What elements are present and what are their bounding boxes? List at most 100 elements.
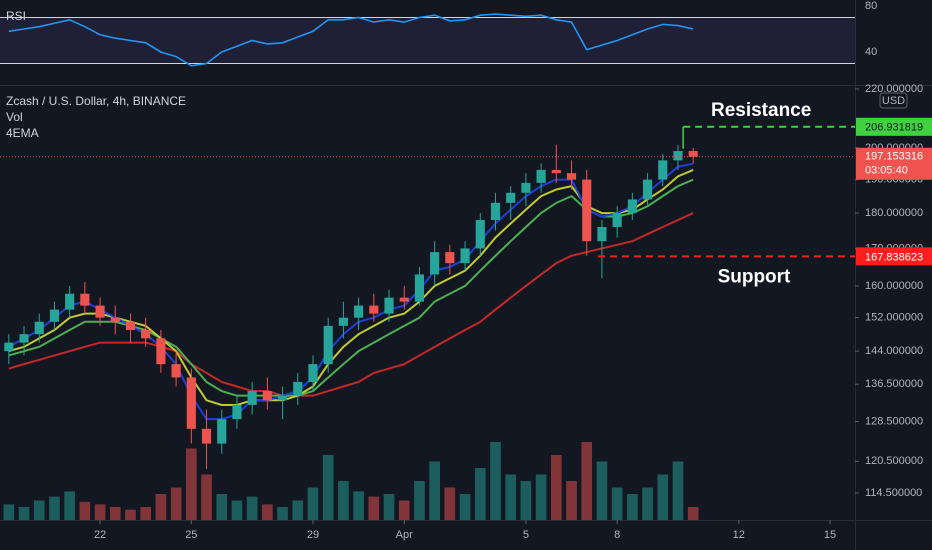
- rsi-label: RSI: [6, 9, 26, 23]
- price-label-box: [856, 247, 932, 266]
- volume-bar: [170, 487, 182, 520]
- candle-body: [141, 330, 151, 339]
- ema-line: [8, 178, 694, 397]
- candle-body: [688, 150, 698, 157]
- volume-bar: [429, 461, 440, 520]
- candle-body: [430, 252, 440, 275]
- candle-body: [384, 297, 394, 314]
- volume-bar: [383, 494, 395, 520]
- candle-body: [582, 179, 592, 242]
- volume-bar: [338, 481, 349, 520]
- volume-bar: [201, 474, 212, 520]
- volume-bar: [398, 500, 410, 520]
- candle-body: [262, 391, 272, 401]
- volume-bar: [627, 494, 638, 520]
- x-tick-label: 12: [733, 529, 745, 541]
- current-price-box: [856, 147, 932, 180]
- candle-body: [612, 213, 622, 227]
- candle-body: [460, 248, 470, 264]
- countdown-label: 03:05:40: [865, 165, 908, 177]
- ema-line: [8, 162, 694, 421]
- volume-bar: [33, 500, 45, 520]
- candle-body: [475, 219, 485, 249]
- volume-bar: [292, 500, 304, 520]
- annotation-label: Resistance: [711, 100, 811, 121]
- candle-body: [627, 199, 637, 214]
- candle-body: [658, 160, 668, 180]
- candle-body: [49, 309, 60, 322]
- rsi-tick-label: 80: [865, 0, 877, 12]
- candle-body: [308, 364, 318, 382]
- candle-body: [65, 293, 75, 310]
- volume-bar: [566, 481, 577, 520]
- y-tick-label: 128.500000: [865, 415, 923, 427]
- price-label: 206.931819: [865, 122, 923, 134]
- volume-bar: [246, 496, 258, 520]
- current-price-label: 197.153316: [865, 151, 923, 163]
- x-tick-label: Apr: [396, 529, 413, 541]
- candle-body: [323, 325, 333, 365]
- candle-body: [536, 169, 546, 183]
- volume-bar: [520, 481, 532, 520]
- volume-bar: [322, 455, 334, 520]
- candle-body: [354, 305, 364, 318]
- candle-body: [110, 317, 120, 322]
- rsi-tick-label: 40: [865, 46, 877, 58]
- candle-body: [369, 305, 379, 314]
- volume-bar: [642, 487, 653, 520]
- candle-body: [278, 395, 288, 401]
- candle-body: [217, 419, 227, 444]
- rsi-band: [0, 17, 855, 64]
- volume-bar: [550, 455, 562, 520]
- annotation-label: Support: [718, 266, 791, 287]
- price-label: 167.838623: [865, 251, 923, 263]
- volume-bar: [18, 507, 30, 520]
- volume-bar: [262, 504, 273, 520]
- candle-body: [506, 192, 516, 203]
- candle-body: [247, 391, 257, 405]
- y-tick-label: 152.000000: [865, 312, 923, 324]
- volume-bar: [353, 491, 364, 520]
- candle-body: [521, 182, 531, 193]
- y-tick-label: 220.000000: [865, 83, 923, 95]
- candle-body: [232, 404, 242, 420]
- rsi-line: [8, 13, 694, 67]
- volume-bar: [414, 481, 425, 520]
- volume-bar: [231, 500, 243, 520]
- volume-bar: [140, 507, 152, 520]
- volume-bar: [185, 448, 197, 520]
- chart-title: Zcash / U.S. Dollar, 4h, BINANCE: [6, 94, 186, 108]
- volume-bar: [581, 442, 593, 520]
- volume-bar: [535, 474, 547, 520]
- candle-body: [19, 334, 29, 343]
- volume-bar: [216, 494, 228, 520]
- x-tick-label: 29: [307, 529, 319, 541]
- y-tick-label: 114.500000: [865, 487, 922, 499]
- volume-bar: [596, 461, 608, 520]
- x-tick-label: 25: [185, 529, 197, 541]
- indicator-label: 4EMA: [6, 126, 39, 140]
- volume-bar: [307, 487, 319, 520]
- volume-bar: [505, 474, 517, 520]
- ema-line: [8, 212, 694, 397]
- y-tick-label: 144.000000: [865, 345, 923, 357]
- x-tick-label: 8: [614, 529, 620, 541]
- volume-bar: [79, 501, 91, 520]
- volume-bar: [474, 468, 486, 520]
- volume-bar: [611, 487, 623, 520]
- volume-bar: [125, 509, 136, 520]
- candle-body: [597, 226, 607, 242]
- volume-bar: [94, 504, 106, 520]
- candle-body: [156, 338, 166, 365]
- y-tick-label: 160.000000: [865, 280, 923, 292]
- volume-bar: [490, 442, 501, 520]
- candle-body: [673, 150, 683, 161]
- candle-body: [95, 305, 105, 318]
- volume-bar: [672, 461, 684, 520]
- y-tick-label: 136.500000: [865, 378, 923, 390]
- y-tick-label: 180.000000: [865, 207, 923, 219]
- candle-body: [4, 342, 14, 352]
- price-label-box: [856, 117, 932, 136]
- volume-bar: [687, 507, 699, 520]
